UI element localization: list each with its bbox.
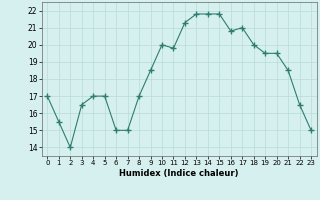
X-axis label: Humidex (Indice chaleur): Humidex (Indice chaleur) bbox=[119, 169, 239, 178]
